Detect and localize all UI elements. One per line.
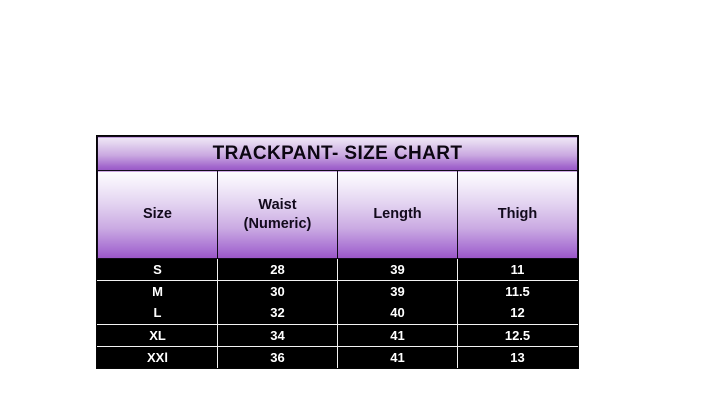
cell-thigh: 13 <box>457 346 578 368</box>
cell-size: L <box>97 302 218 325</box>
chart-title: TRACKPANT- SIZE CHART <box>97 135 578 172</box>
header-row: Size Waist (Numeric) Length Thigh <box>97 170 578 259</box>
column-header-waist-line2: (Numeric) <box>243 215 312 232</box>
table-row: S 28 39 11 <box>97 258 578 281</box>
column-header-thigh-line1: Thigh <box>497 206 538 223</box>
cell-size: S <box>97 258 218 281</box>
cell-thigh: 11.5 <box>457 280 578 303</box>
column-header-size: Size <box>97 170 218 259</box>
cell-waist: 32 <box>217 302 338 325</box>
column-header-thigh: Thigh <box>457 170 578 259</box>
size-chart-table: TRACKPANT- SIZE CHART Size Waist (Numeri… <box>97 135 578 368</box>
column-header-waist: Waist (Numeric) <box>217 170 338 259</box>
column-header-waist-line1: Waist <box>258 196 297 213</box>
cell-size: M <box>97 280 218 303</box>
cell-length: 40 <box>337 302 458 325</box>
size-chart: TRACKPANT- SIZE CHART Size Waist (Numeri… <box>96 135 579 369</box>
title-row: TRACKPANT- SIZE CHART <box>97 135 578 172</box>
cell-length: 39 <box>337 258 458 281</box>
cell-size: XXl <box>97 346 218 368</box>
cell-waist: 36 <box>217 346 338 368</box>
table-row: XXl 36 41 13 <box>97 346 578 368</box>
cell-size: XL <box>97 324 218 347</box>
cell-waist: 30 <box>217 280 338 303</box>
cell-waist: 28 <box>217 258 338 281</box>
cell-thigh: 12 <box>457 302 578 325</box>
table-row: XL 34 41 12.5 <box>97 324 578 347</box>
table-row: M 30 39 11.5 <box>97 280 578 303</box>
cell-thigh: 12.5 <box>457 324 578 347</box>
cell-length: 41 <box>337 346 458 368</box>
column-header-size-line1: Size <box>142 206 172 223</box>
cell-waist: 34 <box>217 324 338 347</box>
column-header-length-line1: Length <box>373 206 422 223</box>
cell-length: 39 <box>337 280 458 303</box>
column-header-length: Length <box>337 170 458 259</box>
table-row: L 32 40 12 <box>97 302 578 325</box>
cell-thigh: 11 <box>457 258 578 281</box>
cell-length: 41 <box>337 324 458 347</box>
